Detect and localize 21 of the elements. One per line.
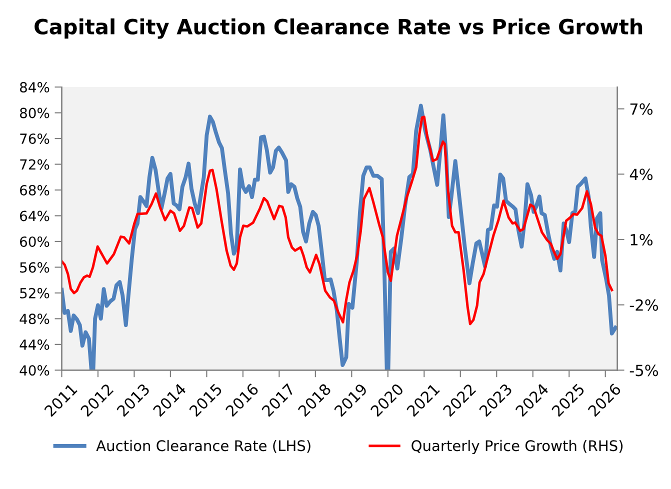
y-tick-label: 76%: [20, 133, 50, 144]
y-tick-label: 56%: [20, 262, 50, 273]
y-tick-label: 68%: [20, 184, 50, 196]
y-tick-label: 48%: [20, 314, 50, 324]
line-series: [62, 116, 614, 326]
y-tick-label: 64%: [20, 210, 50, 222]
y2-tick-label: -2%: [630, 299, 658, 311]
chart-title: Capital City Auction Clearance Rate vs Price Growth: [34, 18, 642, 39]
y-tick-label: 40%: [20, 365, 50, 376]
y-tick-label: 60%: [20, 236, 50, 247]
y-tick-label: 44%: [20, 339, 50, 350]
y2-tick-label: 1%: [630, 234, 653, 246]
y2-tick-label: -5%: [630, 364, 658, 376]
legend-label: Quarterly Price Growth (RHS): [412, 440, 623, 454]
y2-tick-label: 4%: [630, 168, 653, 180]
y2-tick-label: 7%: [630, 103, 653, 115]
y-tick-label: 52%: [20, 288, 50, 298]
legend-label: Auction Clearance Rate (LHS): [96, 440, 310, 453]
y-tick-label: 80%: [20, 108, 50, 118]
y-tick-label: 72%: [20, 159, 50, 170]
y-tick-label: 84%: [20, 82, 50, 93]
